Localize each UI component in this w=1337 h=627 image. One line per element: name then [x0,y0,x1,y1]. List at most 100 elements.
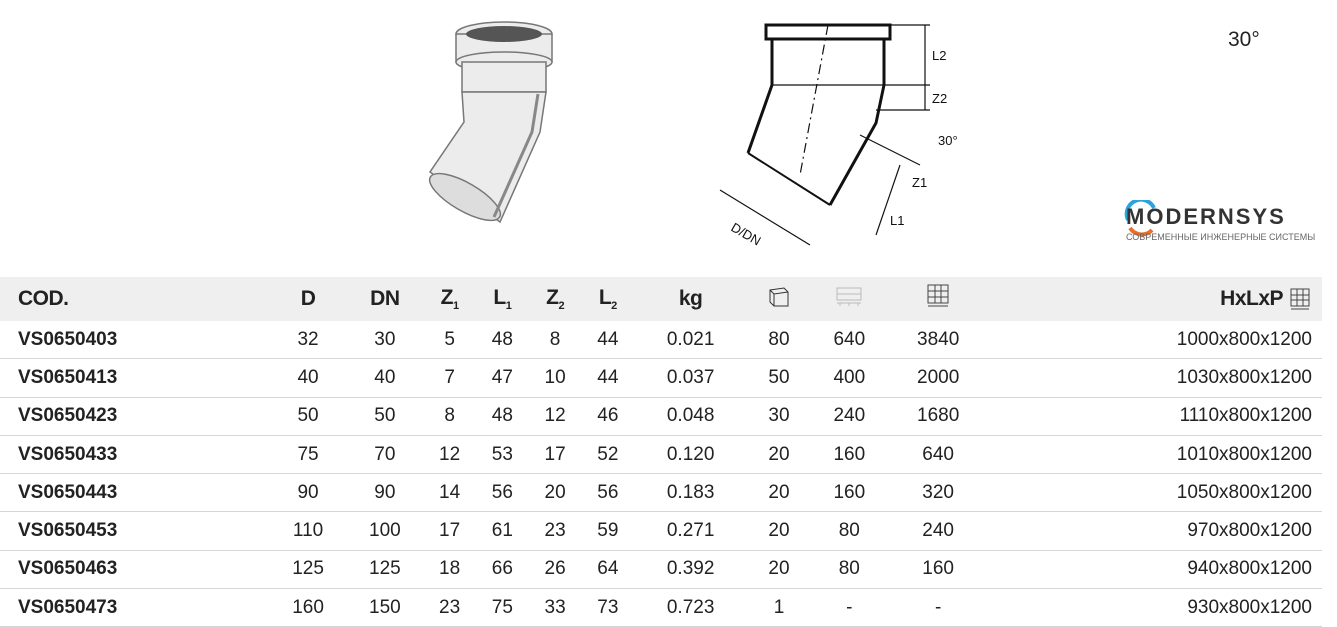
cell-d: 40 [269,358,347,398]
cell-z2: 8 [528,321,582,360]
z2-label: Z2 [932,91,947,106]
cell-layer-qty: 80 [810,511,888,551]
header-dn: DN [346,277,424,321]
cell-l2: 73 [581,588,635,627]
table-header-row: COD. D DN Z1 L1 Z2 L2 kg HxLxP [0,277,1322,321]
cell-code: VS0650443 [0,473,270,513]
cell-pallet-qty: 2000 [887,358,989,398]
cell-kg: 0.271 [634,511,748,551]
cell-kg: 0.048 [634,397,748,436]
modernsys-logo: MODERNSYS СОВРЕМЕННЫЕ ИНЖЕНЕРНЫЕ СИСТЕМЫ [1124,200,1315,242]
cell-layer-qty: 640 [810,321,888,360]
cell-d: 160 [269,588,347,627]
cell-z2: 26 [528,550,582,590]
cell-l2: 64 [581,550,635,590]
svg-text:СОВРЕМЕННЫЕ ИНЖЕНЕРНЫЕ СИСТЕМЫ: СОВРЕМЕННЫЕ ИНЖЕНЕРНЫЕ СИСТЕМЫ [1126,232,1315,242]
cell-box-qty: 20 [747,550,811,590]
cell-z2: 33 [528,588,582,627]
cell-l1: 47 [475,358,529,398]
header-code: COD. [0,277,270,321]
header-d: D [269,277,347,321]
cell-dn: 90 [346,473,424,513]
cell-box-qty: 20 [747,473,811,513]
cell-z2: 10 [528,358,582,398]
cell-dn: 50 [346,397,424,436]
table-row: VS0650443 90 90 14 56 20 56 0.183 20 160 320 1050x8… [0,473,1322,513]
cell-layer-qty: 160 [810,435,888,475]
pallet-layer-icon [810,277,888,321]
cell-l1: 53 [475,435,529,475]
cell-kg: 0.037 [634,358,748,398]
technical-drawing: L2 Z2 30° Z1 L1 D/DN [719,23,958,248]
cell-kg: 0.183 [634,473,748,513]
cell-dn: 30 [346,321,424,360]
cell-code: VS0650423 [0,397,270,436]
cell-code: VS0650433 [0,435,270,475]
cell-dn: 100 [346,511,424,551]
cell-size: 1050x800x1200 [988,473,1322,513]
cell-pallet-qty: 320 [887,473,989,513]
cell-d: 75 [269,435,347,475]
cell-z1: 14 [423,473,476,513]
pallet-stack-icon [887,277,989,321]
cell-d: 125 [269,550,347,590]
cell-l1: 48 [475,321,529,360]
cell-code: VS0650463 [0,550,270,590]
cell-code: VS0650403 [0,321,270,360]
cell-z2: 20 [528,473,582,513]
cell-l2: 44 [581,321,635,360]
cell-size: 1010x800x1200 [988,435,1322,475]
angle-label: 30° [1228,28,1260,51]
cell-z1: 8 [423,397,476,436]
cell-box-qty: 20 [747,511,811,551]
header-size: HxLxP [988,277,1322,321]
cell-box-qty: 50 [747,358,811,398]
fitting-3d-image [428,21,553,224]
header-l1: L1 [475,277,529,321]
cell-layer-qty: 160 [810,473,888,513]
svg-text:MODERNSYS: MODERNSYS [1126,204,1286,229]
cell-pallet-qty: 1680 [887,397,989,436]
cell-z1: 23 [423,588,476,627]
cell-layer-qty: 240 [810,397,888,436]
cell-l2: 52 [581,435,635,475]
cell-code: VS0650413 [0,358,270,398]
cell-size: 1000x800x1200 [988,321,1322,360]
cell-l1: 48 [475,397,529,436]
cell-kg: 0.120 [634,435,748,475]
header-l2: L2 [581,277,635,321]
cell-z1: 7 [423,358,476,398]
cell-size: 1030x800x1200 [988,358,1322,398]
cell-box-qty: 1 [747,588,811,627]
cell-layer-qty: 80 [810,550,888,590]
cell-z2: 17 [528,435,582,475]
cell-box-qty: 80 [747,321,811,360]
cell-l1: 61 [475,511,529,551]
cell-pallet-qty: 640 [887,435,989,475]
cell-size: 940x800x1200 [988,550,1322,590]
cell-l1: 66 [475,550,529,590]
header-z2: Z2 [528,277,582,321]
cell-kg: 0.392 [634,550,748,590]
cell-size: 1110x800x1200 [988,397,1322,436]
cell-z2: 12 [528,397,582,436]
table-row: VS0650473 160 150 23 75 33 73 0.723 1- -930x800x1… [0,588,1322,627]
cell-l2: 44 [581,358,635,398]
cell-dn: 125 [346,550,424,590]
cell-kg: 0.021 [634,321,748,360]
header-kg: kg [634,277,748,321]
table-row: VS0650463 125 125 18 66 26 64 0.392 20 80 160 940x8… [0,550,1322,590]
cell-kg: 0.723 [634,588,748,627]
cell-z1: 5 [423,321,476,360]
cell-l2: 56 [581,473,635,513]
cell-l2: 46 [581,397,635,436]
cell-layer-qty: - [810,588,888,627]
cell-z2: 23 [528,511,582,551]
cell-l1: 75 [475,588,529,627]
table-row: VS0650423 50 50 8 48 12 46 0.048 30 240 1680 1110x8… [0,397,1322,436]
cell-size: 970x800x1200 [988,511,1322,551]
cell-z1: 17 [423,511,476,551]
cell-dn: 40 [346,358,424,398]
cell-code: VS0650453 [0,511,270,551]
cell-d: 110 [269,511,347,551]
